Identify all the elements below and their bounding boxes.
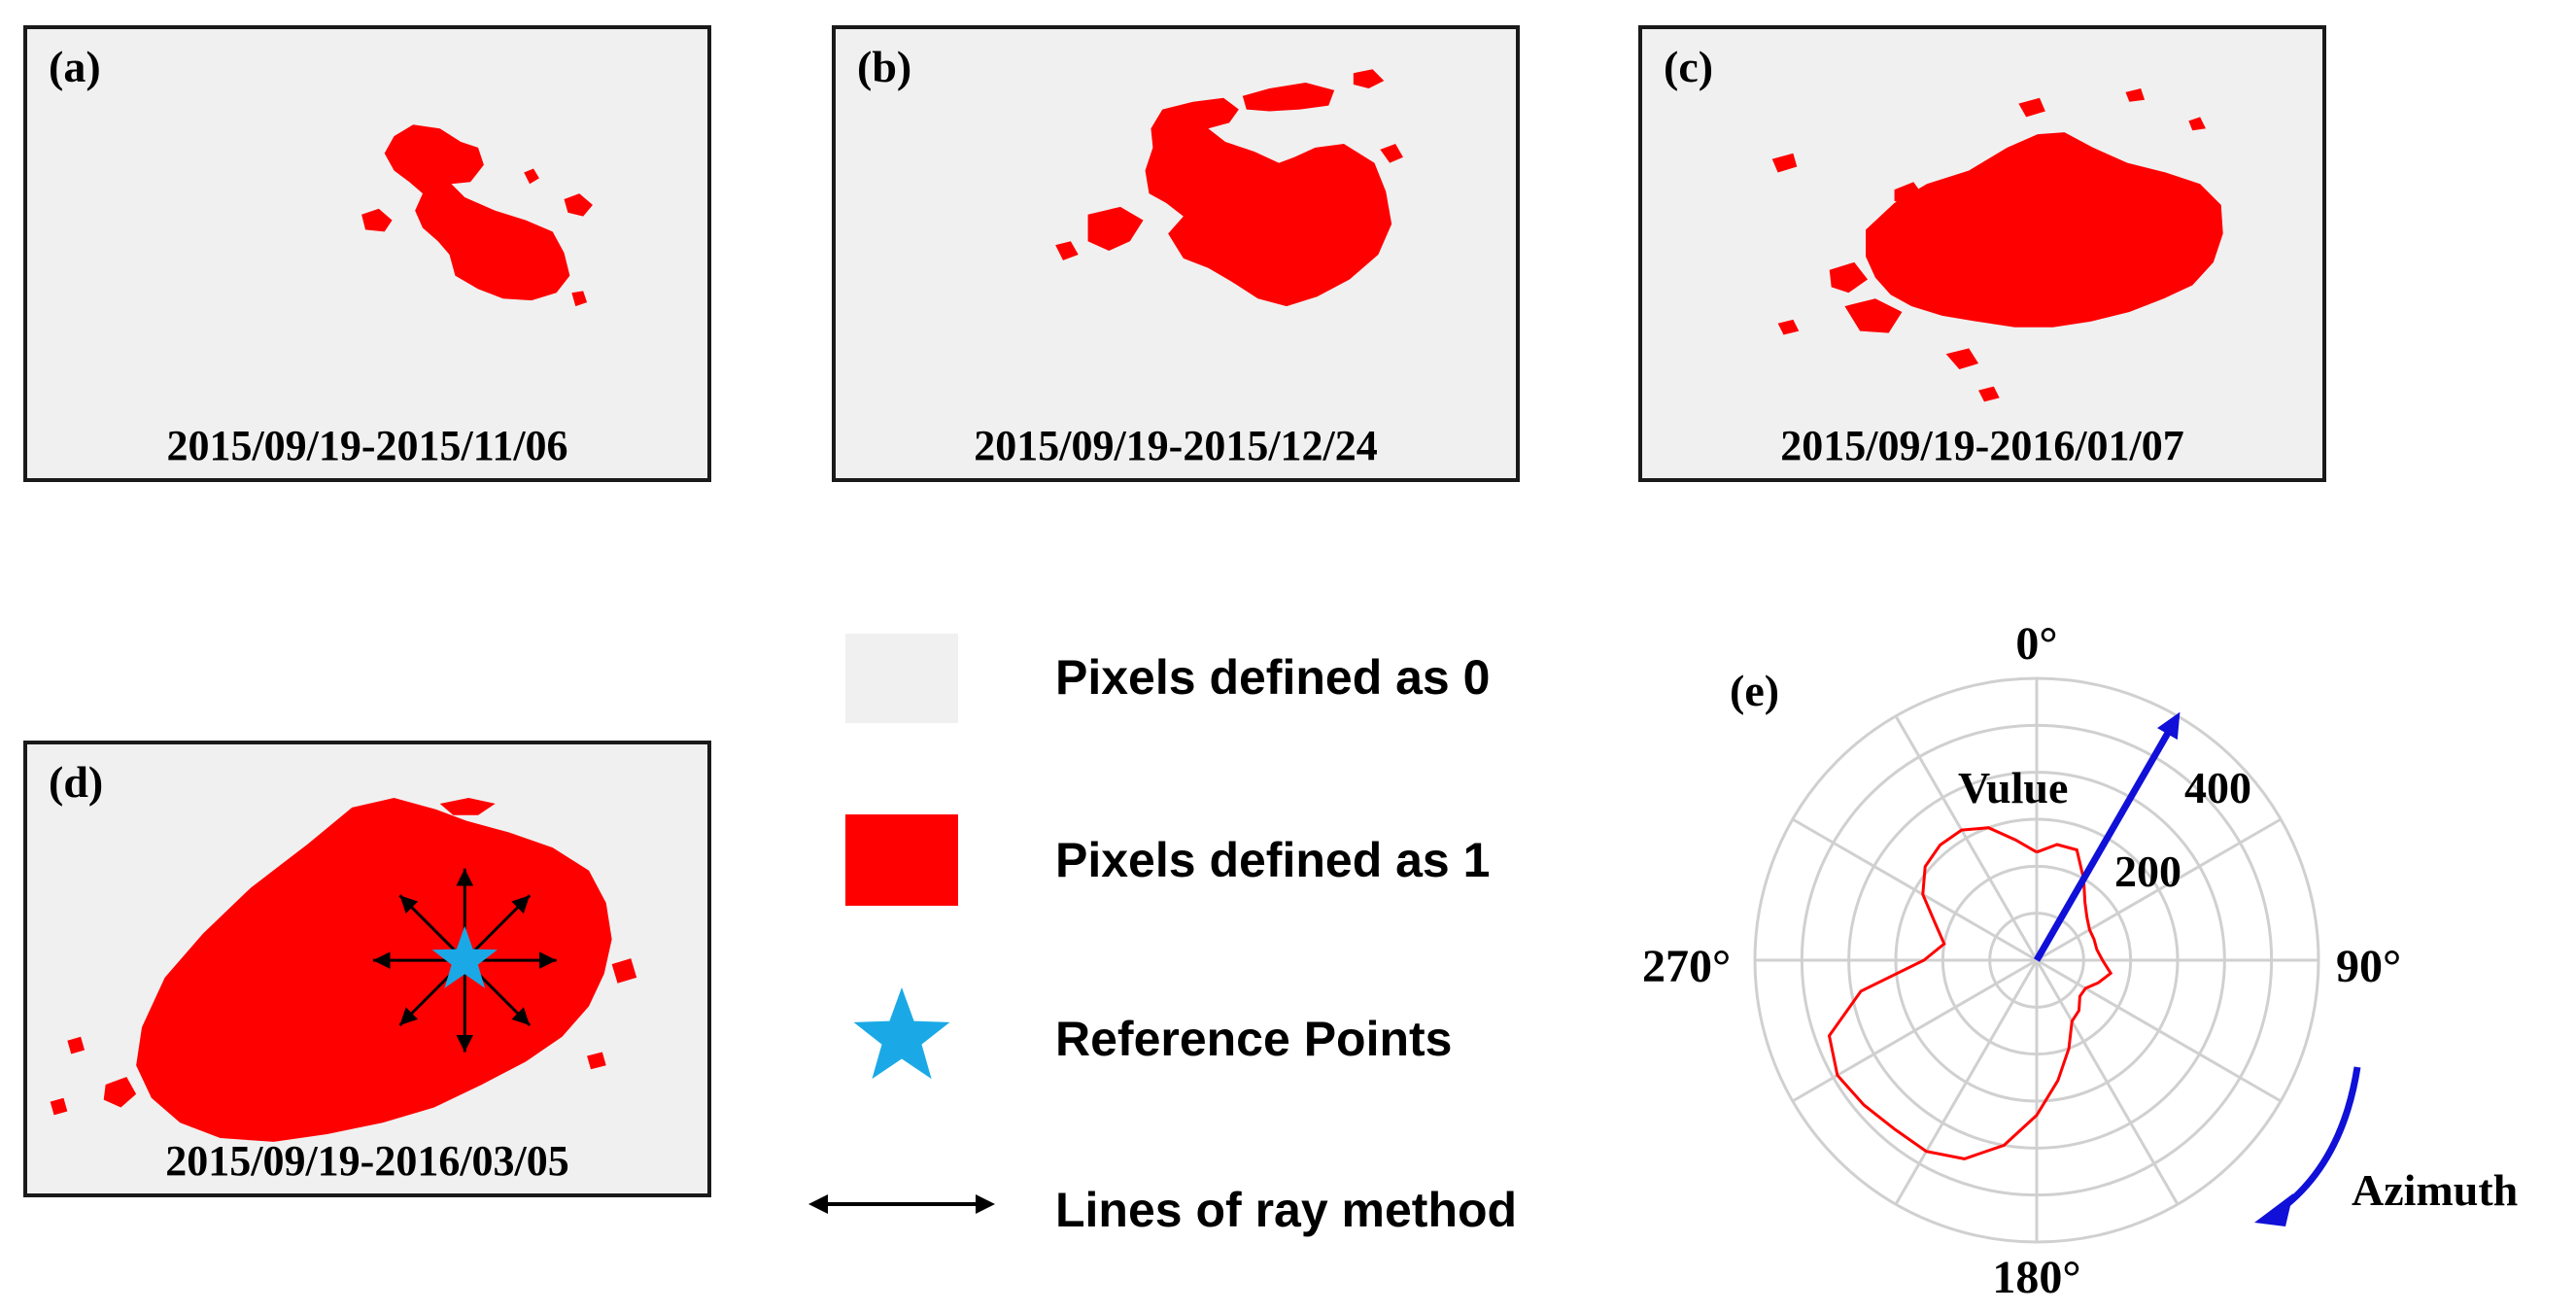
deformation-map-b [1055,69,1403,307]
panel-label-d: (d) [49,757,104,807]
azimuth-arrow-head [2157,711,2181,741]
polar-series [1827,826,2113,1160]
r-tick-label-400: 400 [2184,763,2251,812]
panel-c: (c) 2015/09/19-2016/01/07 [1638,25,2326,482]
panel-b: (b) 2015/09/19-2015/12/24 [832,25,1520,482]
panel-date-b: 2015/09/19-2015/12/24 [974,422,1378,469]
polar-spoke [2036,958,2282,1103]
ray-arrows [372,868,557,1053]
polar-spoke [1894,959,2039,1205]
polar-panel-label: (e) [1730,666,1779,715]
azimuth-direction-arrow [2033,711,2181,962]
legend-swatch-one [845,814,958,906]
polar-spoke [1894,715,2039,961]
legend-swatch-zero [845,634,958,723]
angle-label-180: 180° [1992,1252,2080,1302]
legend-label-reference: Reference Points [1055,1012,1453,1066]
panel-label-c: (c) [1664,42,1714,91]
panel-label-b: (b) [857,42,912,91]
legend-label-rays: Lines of ray method [1055,1183,1518,1237]
deformation-map-c [1771,87,2223,402]
angle-label-0: 0° [2015,618,2057,670]
azimuth-arrow-shaft [2033,727,2174,962]
panel-date-d: 2015/09/19-2016/03/05 [165,1137,569,1185]
polar-value-label: Vulue [1958,763,2068,812]
polar-spoke [2036,817,2282,962]
azimuth-label: Azimuth [2352,1165,2518,1215]
legend-star-icon [853,987,950,1080]
legend-double-arrow-icon [808,1194,995,1214]
ray-length-series-line [1827,826,2113,1160]
angle-label-270: 270° [1642,941,1731,992]
polar-spoke [2035,959,2180,1205]
polar-chart: (e) Vulue 400 200 0° 90° 180° 270° Azimu… [1642,618,2518,1302]
panel-a: (a) 2015/09/19-2015/11/06 [23,25,711,482]
panel-date-c: 2015/09/19-2016/01/07 [1780,422,2184,469]
panel-date-a: 2015/09/19-2015/11/06 [166,422,568,469]
polar-spoke [1792,958,2038,1103]
angle-label-90: 90° [2336,941,2401,992]
reference-point-star [431,925,498,988]
panel-d: (d) 2015/09/19-2016/03/05 [23,741,711,1197]
legend-label-zero: Pixels defined as 0 [1055,650,1491,705]
deformation-map-a [361,124,593,307]
azimuth-rotation-arrowhead [2254,1193,2293,1226]
r-tick-label-200: 200 [2114,846,2181,896]
polar-spoke [1792,817,2038,962]
legend-label-one: Pixels defined as 1 [1055,833,1491,887]
deformation-map-d [50,798,637,1142]
panel-label-a: (a) [49,42,101,91]
